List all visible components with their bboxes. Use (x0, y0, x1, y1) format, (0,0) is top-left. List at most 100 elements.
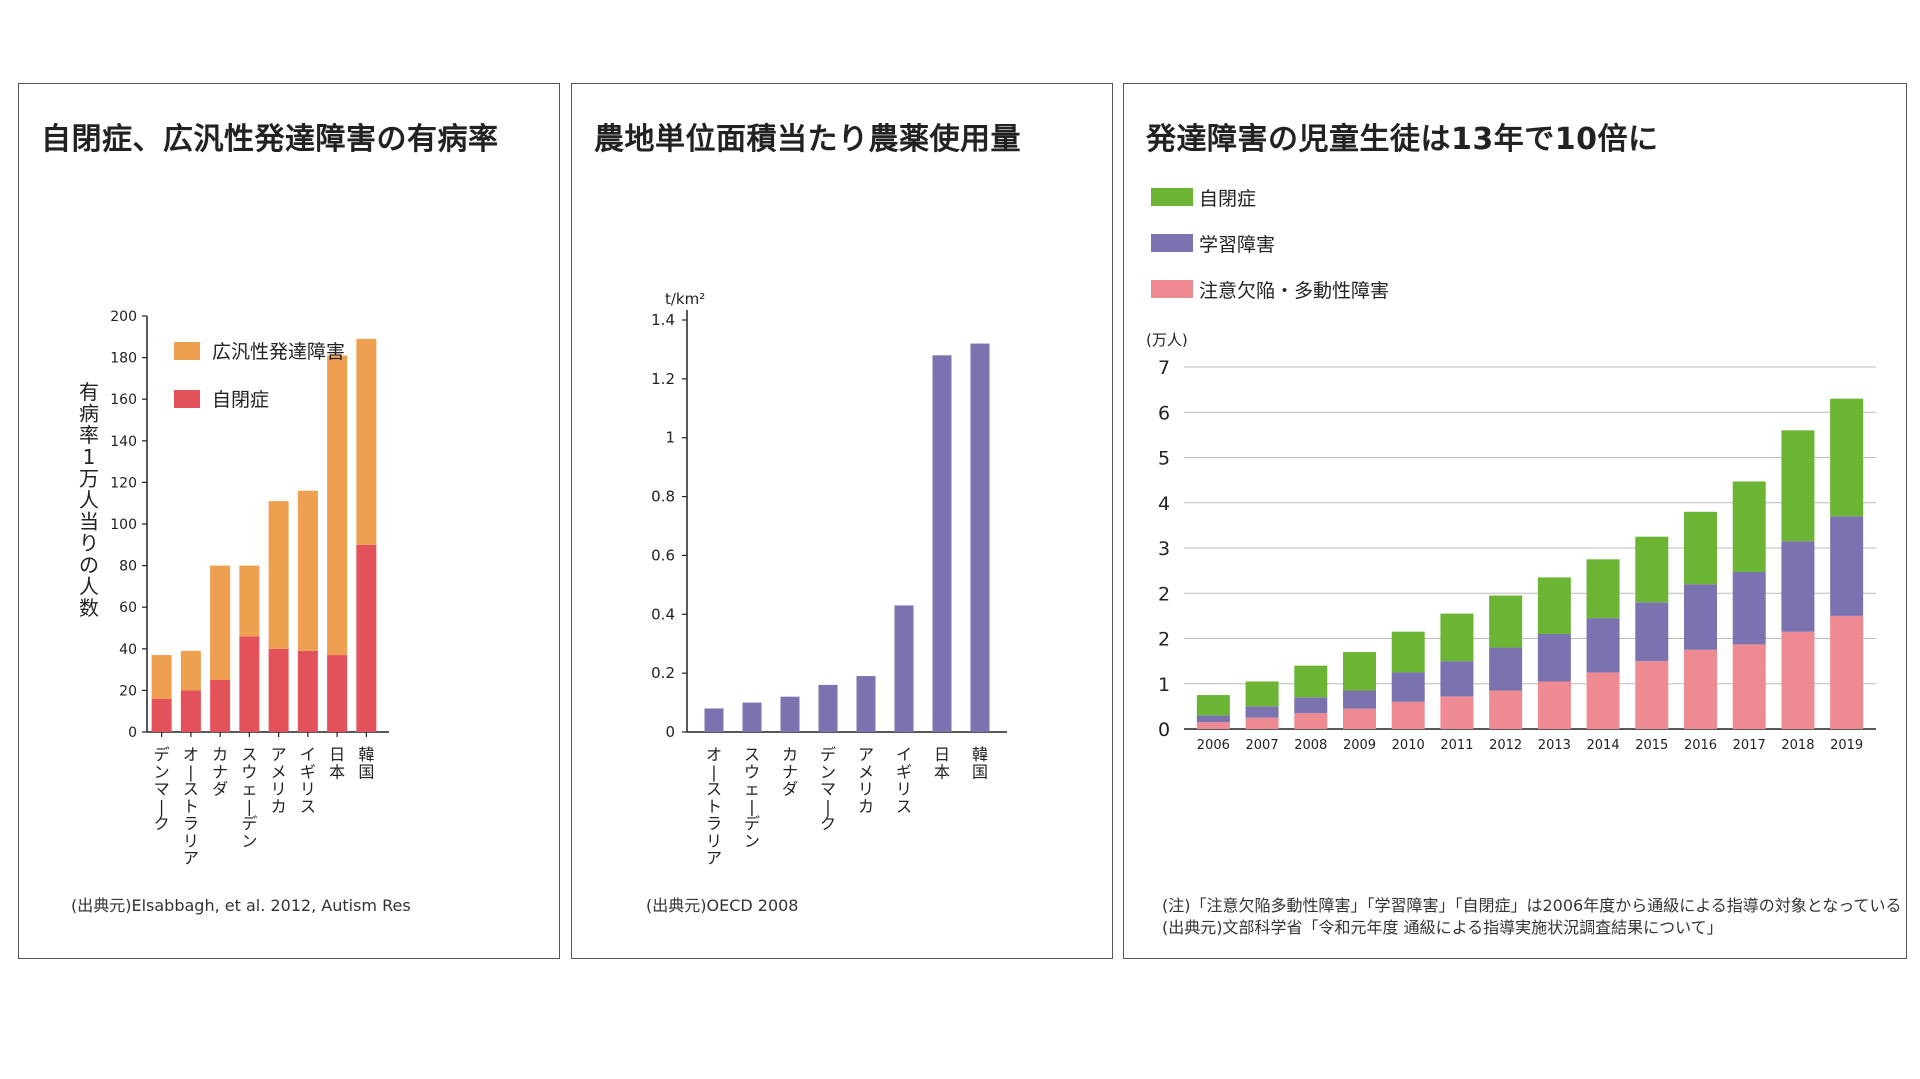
bar-segment (1196, 722, 1230, 729)
bar-segment (1391, 701, 1425, 729)
pesticide-chart: 0 0.2 0.4 0.6 0.8 1 1.2 1.4 t/km² オ|ストラリア スウェ|デン カナ… (651, 290, 1007, 868)
chart-source: (出典元)文部科学省「令和元年度 通級による指導実施状況調査結果について」 (1162, 918, 1723, 937)
bar-segment (1391, 672, 1425, 702)
y-tick-label: 0.6 (651, 546, 675, 564)
y-tick-label: 200 (110, 309, 137, 325)
x-tick-label: 2017 (1733, 738, 1766, 753)
y-tick-label: 60 (119, 600, 137, 616)
bar-segment (210, 680, 231, 732)
bar-segment (1830, 615, 1864, 729)
y-tick-label: 2 (1158, 629, 1170, 651)
bar-segment (1440, 661, 1474, 697)
x-tick-label: 日本 (934, 745, 950, 781)
x-tick-label: イギリス (300, 745, 316, 816)
y-tick-label: 120 (110, 475, 137, 491)
y-unit-label: t/km² (665, 290, 705, 308)
legend-label: 注意欠陥・多動性障害 (1199, 280, 1389, 302)
x-tick-label: 2008 (1294, 738, 1327, 753)
y-tick-label: 80 (119, 559, 137, 575)
bar-segment (1732, 481, 1766, 572)
bar-segment (1245, 706, 1279, 718)
bar-segment (1294, 665, 1328, 698)
bar-segment (1537, 633, 1571, 682)
bar-segment (297, 650, 318, 732)
x-tick-label: 2019 (1830, 738, 1863, 753)
x-tick-label: オ|ストラリア (183, 745, 199, 868)
bar-segment (356, 544, 377, 732)
bar-segment (1343, 708, 1376, 729)
bar-segment (1635, 536, 1669, 603)
chart-title: 発達障害の児童生徒は13年で10倍に (1146, 122, 1659, 157)
bar-segment (1440, 696, 1474, 729)
bar-segment (297, 490, 318, 651)
bar-segment (1732, 571, 1766, 645)
y-tick-label: 7 (1158, 357, 1170, 379)
x-tick-label: スウェ|デン (241, 745, 257, 850)
chart-panel-prevalence: 自閉症、広汎性発達障害の有病率 0 20 40 60 80 100 120 140 160 180… (18, 83, 560, 959)
legend-label: 学習障害 (1199, 234, 1275, 256)
bar-segment (1781, 541, 1815, 632)
x-tick-label: カナダ (212, 745, 228, 799)
bar-segment (210, 565, 231, 680)
bar-segment (1391, 631, 1425, 673)
x-tick-label: オ|ストラリア (706, 745, 722, 868)
y-tick-label: 140 (110, 434, 137, 450)
bar-segment (1537, 577, 1571, 634)
y-tick-label: 100 (110, 517, 137, 533)
y-axis-label: 有病率 1 万人当りの人数 (79, 380, 99, 620)
bar (780, 696, 800, 732)
bar-segment (356, 338, 377, 545)
bar-segment (1781, 430, 1815, 542)
bar-segment (180, 690, 201, 732)
y-tick-label: 180 (110, 351, 137, 367)
bar-segment (1830, 516, 1864, 616)
x-tick-label: 韓国 (972, 745, 988, 781)
y-unit-label: (万人) (1146, 331, 1188, 349)
bar (818, 684, 838, 732)
y-tick-label: 0.8 (651, 488, 675, 506)
legend-label: 自閉症 (1199, 188, 1256, 210)
legend-swatch (1151, 280, 1193, 298)
bar-segment (1537, 681, 1571, 729)
bar-segment (1343, 690, 1376, 709)
chart-source: (出典元)OECD 2008 (646, 896, 799, 915)
bar-segment (1586, 672, 1620, 729)
x-tick-label: 2011 (1440, 738, 1473, 753)
bar-segment (268, 501, 289, 649)
y-tick-label: 2 (1158, 583, 1170, 605)
legend-swatch (1151, 234, 1193, 252)
x-tick-label: 日本 (329, 745, 345, 781)
y-tick-label: 3 (1158, 538, 1170, 560)
bar-segment (1245, 717, 1279, 729)
x-tick-label: 2014 (1587, 738, 1620, 753)
y-tick-label: 1.2 (651, 370, 675, 388)
bar-segment (1196, 695, 1230, 716)
bar-segment (1684, 649, 1717, 729)
bar-segment (1781, 631, 1815, 729)
bar-segment (327, 355, 348, 656)
bar (856, 676, 876, 732)
x-tick-label: 韓国 (358, 745, 374, 781)
y-tick-label: 6 (1158, 402, 1170, 424)
y-tick-label: 5 (1158, 448, 1170, 470)
bar-segment (1294, 713, 1328, 729)
bar-segment (1684, 584, 1717, 650)
x-tick-label: 2006 (1197, 738, 1230, 753)
bar-segment (1635, 602, 1669, 662)
students-chart: 0 1 2 2 3 4 5 6 7 (万人) 2006 2007 2008 2009 2010 2011 201… (1146, 188, 1876, 753)
x-tick-label: 2007 (1246, 738, 1279, 753)
legend-swatch (174, 390, 200, 408)
y-tick-label: 0.4 (651, 605, 675, 623)
bar-segment (151, 698, 172, 732)
y-tick-label: 1 (1158, 674, 1170, 696)
bar-segment (1489, 690, 1523, 729)
bar-segment (268, 648, 289, 732)
x-tick-label: アメリカ (858, 745, 874, 816)
bar-segment (1684, 511, 1717, 585)
x-tick-label: スウェ|デン (744, 745, 760, 850)
bar-segment (180, 650, 201, 691)
bar-segment (1489, 647, 1523, 691)
bar-segment (1830, 398, 1864, 517)
x-tick-label: アメリカ (271, 745, 287, 816)
y-tick-label: 160 (110, 392, 137, 408)
